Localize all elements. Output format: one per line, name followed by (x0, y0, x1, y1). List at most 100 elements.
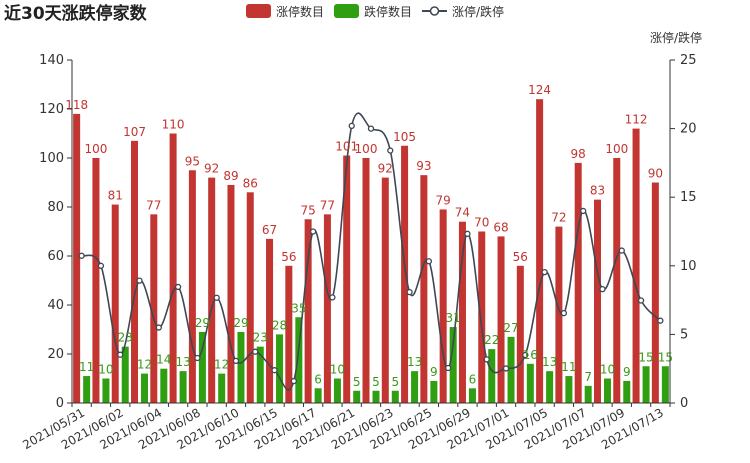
bar-down[interactable] (121, 346, 129, 403)
legend-item-up[interactable]: 涨停数目 (246, 4, 324, 19)
ratio-point[interactable] (252, 348, 259, 355)
ratio-point[interactable] (136, 277, 143, 284)
ratio-point[interactable] (194, 354, 201, 362)
bar-up[interactable] (150, 214, 158, 403)
ratio-point[interactable] (387, 147, 394, 154)
bar-down[interactable] (372, 390, 380, 403)
ratio-point[interactable] (117, 351, 124, 358)
bar-down[interactable] (546, 371, 554, 403)
ratio-point[interactable] (155, 324, 162, 331)
ratio-point[interactable] (580, 207, 587, 215)
ratio-point[interactable] (599, 285, 606, 293)
ratio-point[interactable] (213, 294, 220, 301)
bar-up[interactable] (613, 158, 621, 403)
bar-down[interactable] (218, 373, 226, 403)
ratio-point[interactable] (657, 317, 664, 324)
bar-down[interactable] (411, 371, 419, 403)
bar-up[interactable] (285, 265, 293, 403)
bar-down[interactable] (314, 388, 322, 403)
bar-down[interactable] (198, 331, 206, 403)
bar-up[interactable] (304, 219, 312, 403)
bar-down[interactable] (430, 380, 438, 403)
ratio-point[interactable] (367, 125, 375, 132)
bar-up[interactable] (401, 145, 409, 403)
ratio-point[interactable] (483, 356, 490, 363)
ratio-point[interactable] (502, 365, 510, 372)
bar-down[interactable] (661, 366, 669, 403)
ratio-point[interactable] (271, 367, 278, 374)
ratio-point[interactable] (290, 377, 297, 385)
bar-up[interactable] (266, 238, 274, 403)
legend[interactable]: 涨停数目 跌停数目 涨停/跌停 (246, 4, 504, 19)
bar-up[interactable] (323, 214, 331, 403)
ratio-point[interactable] (618, 247, 625, 254)
bar-up[interactable] (439, 209, 447, 403)
ratio-point[interactable] (78, 252, 85, 259)
data-label-down: 13 (175, 355, 190, 369)
legend-item-ratio[interactable]: 涨停/跌停 (422, 4, 504, 19)
bar-down[interactable] (353, 390, 361, 403)
ratio-point[interactable] (445, 364, 452, 372)
bar-down[interactable] (526, 363, 534, 403)
bar-up[interactable] (536, 99, 544, 403)
bar-down[interactable] (141, 373, 149, 403)
bar-down[interactable] (391, 390, 399, 403)
bar-up[interactable] (458, 221, 466, 403)
bar-up[interactable] (246, 192, 254, 403)
bar-down[interactable] (603, 378, 611, 404)
ratio-point[interactable] (560, 309, 568, 317)
bar-up[interactable] (478, 231, 486, 404)
bar-up[interactable] (188, 170, 196, 403)
bar-up[interactable] (208, 177, 216, 403)
legend-item-down[interactable]: 跌停数目 (334, 4, 412, 19)
bar-down[interactable] (179, 371, 187, 403)
bar-up[interactable] (555, 226, 563, 403)
bar-up[interactable] (131, 140, 139, 403)
bar-up[interactable] (227, 184, 235, 403)
bar-up[interactable] (420, 175, 428, 403)
bar-down[interactable] (256, 346, 264, 403)
bar-down[interactable] (160, 368, 168, 403)
bar-up[interactable] (574, 162, 582, 403)
bar-up[interactable] (497, 236, 505, 403)
ratio-point[interactable] (97, 262, 105, 269)
ratio-point[interactable] (309, 228, 317, 235)
bar-down[interactable] (276, 334, 284, 403)
bar-down[interactable] (449, 327, 457, 403)
bar-up[interactable] (593, 199, 601, 403)
bar-down[interactable] (295, 317, 303, 403)
ratio-point[interactable] (522, 351, 529, 359)
bar-up[interactable] (169, 133, 177, 404)
bar-up[interactable] (651, 182, 659, 404)
ratio-point[interactable] (174, 283, 182, 291)
bar-up[interactable] (111, 204, 119, 403)
bar-up[interactable] (516, 265, 524, 403)
bar-down[interactable] (83, 376, 91, 403)
ratio-point[interactable] (464, 230, 471, 237)
ratio-point[interactable] (637, 297, 645, 304)
bar-up[interactable] (362, 158, 370, 403)
bar-up[interactable] (73, 113, 81, 404)
ratio-point[interactable] (425, 258, 433, 265)
bar-up[interactable] (381, 177, 389, 403)
data-label-up: 86 (243, 176, 258, 190)
y2-tick-label: 10 (680, 259, 697, 274)
bar-up[interactable] (343, 155, 351, 403)
bar-down[interactable] (333, 378, 341, 404)
bar-down[interactable] (102, 378, 110, 404)
ratio-point[interactable] (541, 268, 548, 276)
bar-down[interactable] (488, 349, 496, 403)
bar-down[interactable] (642, 366, 650, 403)
bar-down[interactable] (565, 376, 573, 403)
bar-down[interactable] (584, 385, 592, 403)
bar-up[interactable] (92, 158, 100, 403)
bar-down[interactable] (623, 380, 631, 403)
bar-down[interactable] (237, 331, 245, 403)
ratio-point[interactable] (232, 357, 240, 365)
ratio-point[interactable] (348, 122, 355, 130)
bar-down[interactable] (468, 388, 476, 403)
bar-up[interactable] (632, 128, 640, 403)
ratio-point[interactable] (329, 294, 336, 301)
ratio-point[interactable] (406, 288, 413, 296)
bar-down[interactable] (507, 336, 515, 403)
